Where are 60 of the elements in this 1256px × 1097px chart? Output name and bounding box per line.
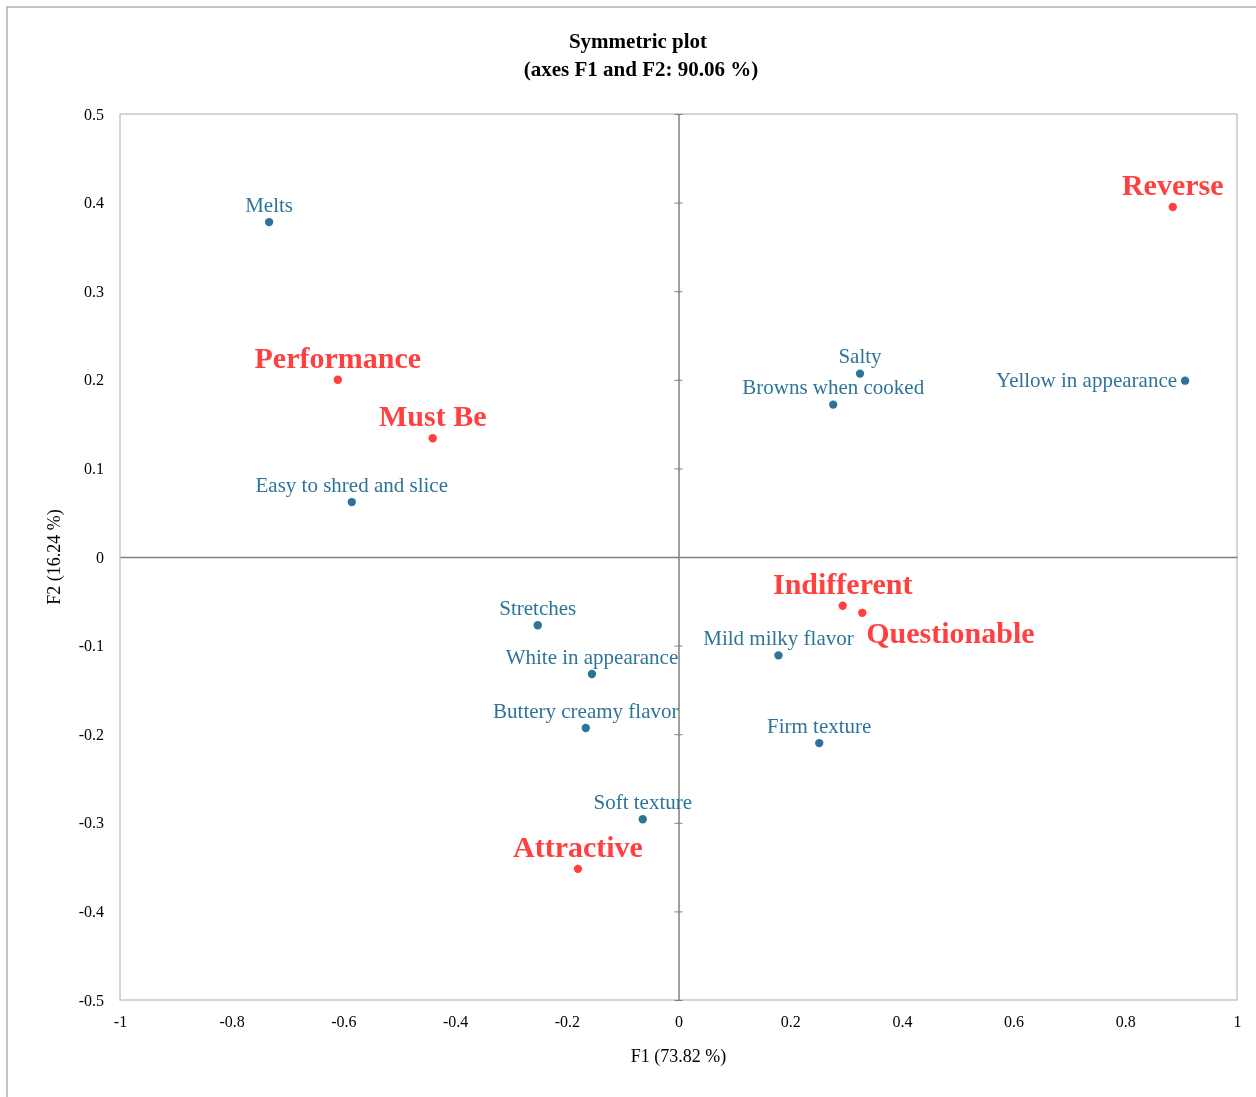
chart-title: Symmetric plot [568, 29, 708, 53]
point [838, 601, 847, 610]
annotation: Browns when cooked [742, 375, 925, 400]
point [815, 738, 824, 748]
annotation: Soft texture [593, 790, 693, 815]
x-axis-title: F1 (73.82 %) [630, 1046, 727, 1067]
x-tick-label: -0.6 [331, 1013, 357, 1031]
annotation: Yellow in appearance [996, 367, 1178, 392]
point [264, 217, 274, 227]
annotation: Buttery creamy flavor [493, 698, 679, 723]
annotation: Performance [254, 340, 422, 374]
annotation: Questionable [866, 615, 1035, 649]
annotation: Stretches [499, 596, 577, 621]
annotation: Easy to shred and slice [255, 472, 448, 497]
annotation: Attractive [513, 829, 643, 863]
y-axis-title: F2 (16.24 %) [44, 509, 65, 605]
annotation: White in appearance [505, 644, 679, 669]
annotation: Melts [245, 192, 294, 217]
chart-subtitle: (axes F1 and F2: 90.06 %) [523, 57, 759, 81]
x-tick-label: 1 [1233, 1013, 1242, 1031]
point [1168, 202, 1177, 212]
point [829, 400, 838, 409]
point [333, 375, 342, 384]
point [347, 497, 356, 507]
y-tick-label: 0.1 [84, 460, 104, 478]
point [573, 864, 583, 874]
point [581, 723, 590, 733]
x-tick-label: -0.8 [219, 1013, 245, 1031]
annotation: Reverse [1121, 168, 1224, 202]
x-tick-label: 0.4 [892, 1013, 913, 1031]
y-tick-label: -0.2 [78, 725, 104, 743]
y-tick-label: 0 [96, 548, 104, 566]
x-tick-label: -1 [113, 1013, 128, 1031]
point [428, 434, 437, 443]
point [587, 669, 597, 679]
point [855, 369, 865, 378]
x-tick-label: -0.4 [442, 1013, 469, 1031]
point [638, 815, 647, 824]
annotation: Firm texture [767, 713, 872, 738]
y-tick-label: -0.3 [78, 814, 104, 832]
x-tick-label: 0.2 [780, 1013, 801, 1031]
y-tick-label: -0.5 [78, 991, 104, 1009]
point [858, 608, 867, 617]
x-tick-label: 0.6 [1004, 1013, 1025, 1031]
x-tick-label: 0.8 [1115, 1013, 1136, 1031]
annotation: Indifferent [772, 566, 913, 600]
y-tick-label: -0.4 [78, 903, 104, 921]
annotation: Salty [838, 344, 883, 369]
point [774, 651, 783, 660]
point [533, 621, 542, 630]
y-tick-label: 0.4 [84, 194, 104, 212]
annotation: Must Be [379, 399, 487, 433]
y-tick-label: 0.3 [84, 282, 104, 300]
annotation: Mild milky flavor [703, 626, 854, 651]
point [1180, 376, 1190, 385]
y-tick-label: -0.1 [78, 637, 104, 655]
x-tick-label: 0 [675, 1013, 683, 1031]
y-tick-label: 0.5 [84, 105, 104, 123]
x-tick-label: -0.2 [554, 1013, 580, 1031]
y-tick-label: 0.2 [84, 371, 104, 389]
